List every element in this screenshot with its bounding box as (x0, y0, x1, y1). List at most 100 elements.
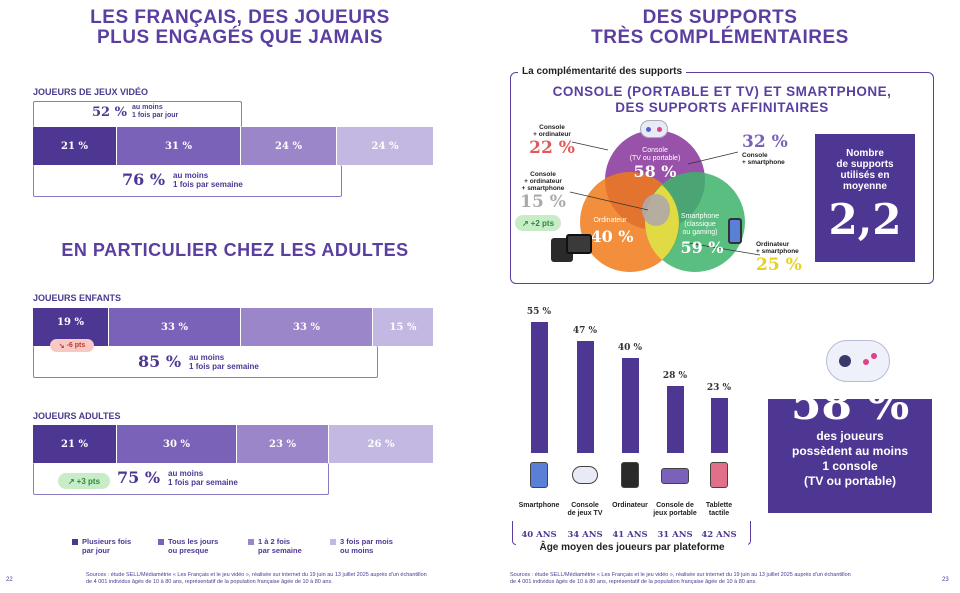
platform-name-line: jeux portable (653, 510, 697, 517)
legend-swatch (248, 539, 254, 545)
monitor-icon (566, 234, 592, 254)
legend-text: 1 à 2 fois par semaine (258, 537, 302, 555)
smartphone-icon (530, 462, 548, 488)
platform-name-line: Console de (656, 502, 694, 509)
weekly-adults-note: au moins 1 fois par semaine (168, 469, 238, 487)
platform-name: Console de jeux TV (555, 502, 615, 518)
venn-box-label: La complémentarité des supports (518, 66, 687, 77)
trend-up-icon: ↗ (67, 476, 75, 486)
big-gamepad-icon (826, 340, 890, 382)
legend-item: Plusieurs fois par jour (72, 537, 131, 555)
weekly-all-note-line1: au moins (173, 170, 209, 180)
weekly-kids-annotation: 85 % au moins 1 fois par semaine (138, 352, 259, 371)
left-page-number: 22 (6, 577, 13, 583)
legend-text: 3 fois par mois ou moins (340, 537, 393, 555)
label-kids: JOUEURS ENFANTS (33, 293, 122, 303)
bar-segment-all-players-daily: 31 % (117, 127, 240, 165)
avg-line3: utilisés en (840, 170, 890, 181)
platform-bar (711, 398, 728, 453)
age-title: Âge moyen des joueurs par plateforme (516, 542, 748, 553)
left-subtitle: EN PARTICULIER CHEZ LES ADULTES (61, 240, 409, 260)
platform-name-line: tactile (708, 510, 730, 517)
weekly-all-pct: 76 % (122, 170, 166, 189)
platform-age: 31 ANS (657, 530, 693, 540)
legend-line1: Plusieurs fois (82, 537, 132, 546)
bar-segment-adults-monthly: 26 % (329, 425, 433, 463)
console-owners-line3: 1 console (822, 459, 878, 473)
adults-evolution: +3 pts (76, 476, 101, 486)
venn-console-name2: (TV ou portable) (630, 155, 681, 162)
gamepad-icon (640, 120, 668, 138)
daily-note-line2: 1 fois par jour (131, 112, 179, 119)
gamepad-icon (572, 466, 598, 484)
all-three-l2: + ordinateur (524, 178, 562, 185)
platform-age: 34 ANS (567, 530, 603, 540)
left-sources: Sources : étude SELL/Médiamétrie « Les F… (86, 572, 446, 586)
avg-line1: Nombre (846, 148, 884, 159)
platform-bar (622, 357, 639, 453)
legend-line2: par semaine (258, 546, 302, 555)
left-sources-line1: Sources : étude SELL/Médiamétrie « Les F… (86, 572, 427, 578)
daily-note-line1: au moins (131, 104, 163, 111)
weekly-all-note: au moins 1 fois par semaine (173, 171, 243, 189)
bar-segment-kids-monthly: 15 % (373, 308, 433, 346)
bar-segment-all-players-several-daily: 21 % (33, 127, 116, 165)
right-title-line2: TRÈS COMPLÉMENTAIRES (591, 27, 849, 48)
weekly-all-note-line2: 1 fois par semaine (173, 179, 243, 189)
legend-swatch (158, 539, 164, 545)
right-title: DES SUPPORTS TRÈS COMPLÉMENTAIRES (510, 8, 930, 48)
label-all-players: JOUEURS DE JEUX VIDÉO (33, 87, 149, 97)
platform-age: 40 ANS (521, 530, 557, 540)
platform-name-line: de jeux TV (567, 510, 603, 517)
ordi-smart-l1: Ordinateur (756, 241, 790, 248)
platform-name: Ordinateur (600, 502, 660, 510)
venn-console-pct: 58 % (633, 162, 676, 181)
left-sources-line2: de 4 001 individus âgés de 10 à 80 ans, … (86, 579, 333, 585)
platform-bar-label: 47 % (572, 325, 598, 336)
legend-line2: par jour (82, 546, 110, 555)
bar-segment-adults-daily: 30 % (117, 425, 236, 463)
legend-line2: ou presque (168, 546, 209, 555)
frame-weekly-adults (33, 463, 329, 495)
console-ordi-l1: Console (539, 124, 565, 131)
platform-bar-label: 40 % (617, 342, 643, 353)
bar-segment-kids-daily: 33 % (109, 308, 240, 346)
weekly-kids-note-line2: 1 fois par semaine (189, 361, 259, 371)
trend-up-icon-venn: ↗ (521, 218, 529, 228)
venn-title-line2: DES SUPPORTS AFFINITAIRES (615, 100, 829, 115)
legend-text: Plusieurs fois par jour (82, 537, 131, 555)
venn-title-line1: CONSOLE (PORTABLE ET TV) ET SMARTPHONE, (552, 84, 892, 99)
bar-all-players: 21 % 31 % 24 % 24 % (33, 127, 433, 165)
bar-segment-adults-several-daily: 21 % (33, 425, 116, 463)
legend-line1: 3 fois par mois (340, 537, 393, 546)
all-three-pct: 15 % (520, 192, 566, 212)
right-sources: Sources : étude SELL/Médiamétrie « Les F… (510, 572, 890, 586)
ordi-smart-l2: + smartphone (756, 248, 799, 255)
console-owners-box: 58 % des joueurs possèdent au moins 1 co… (768, 383, 932, 513)
weekly-adults-note-line1: au moins (168, 468, 204, 478)
venn-smart-name1: Smartphone (681, 213, 719, 220)
console-smart-l2: + smartphone (742, 159, 785, 166)
weekly-adults-pct: 75 % (117, 468, 161, 487)
legend-swatch (72, 539, 78, 545)
venn-center-overlap (642, 194, 670, 226)
venn-smart-pct: 59 % (680, 238, 723, 257)
weekly-kids-note-line1: au moins (189, 352, 225, 362)
bar-segment-all-players-monthly: 24 % (337, 127, 433, 165)
smartphone-icon (728, 218, 742, 244)
daily-annotation: 52 % au moins 1 fois par jour (92, 104, 178, 120)
platform-name: Console de jeux portable (645, 502, 705, 518)
console-ordi-l2: + ordinateur (533, 131, 571, 138)
all-three-evolution: +2 pts (530, 218, 555, 228)
platform-name-line: Ordinateur (612, 502, 648, 509)
weekly-kids-pct: 85 % (138, 352, 182, 371)
label-adults: JOUEURS ADULTES (33, 411, 121, 421)
left-title-line1: LES FRANÇAIS, DES JOUEURS (90, 7, 390, 28)
venn-smart-name3: ou gaming) (682, 229, 717, 236)
handheld-console-icon (661, 468, 689, 484)
platform-age: 41 ANS (612, 530, 648, 540)
legend-item: 1 à 2 fois par semaine (248, 537, 302, 555)
console-owners-pct: 58 % (790, 379, 910, 430)
all-three-evolution-pill: ↗ +2 pts (515, 215, 561, 231)
kids-evolution: -6 pts (66, 342, 86, 349)
